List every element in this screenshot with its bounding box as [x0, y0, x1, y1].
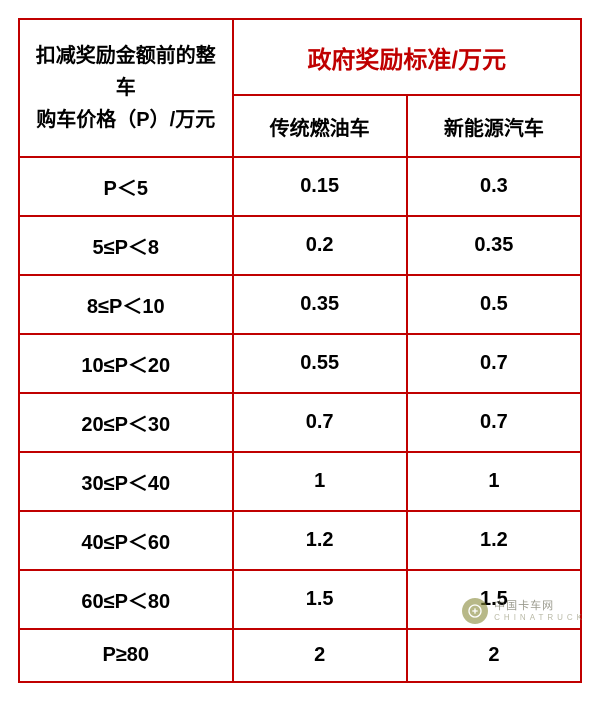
table-row: 30≤P＜4011: [19, 452, 581, 511]
nev-reward-cell: 1.5: [407, 570, 581, 629]
fuel-reward-cell: 1.2: [233, 511, 407, 570]
table-row: P＜50.150.3: [19, 157, 581, 216]
table-row: 5≤P＜80.20.35: [19, 216, 581, 275]
price-range-cell: 8≤P＜10: [19, 275, 233, 334]
nev-reward-cell: 0.7: [407, 334, 581, 393]
nev-reward-cell: 2: [407, 629, 581, 682]
reward-table: 扣减奖励金额前的整车 购车价格（P）/万元 政府奖励标准/万元 传统燃油车 新能…: [18, 18, 582, 683]
price-range-cell: P＜5: [19, 157, 233, 216]
table-row: 20≤P＜300.70.7: [19, 393, 581, 452]
price-header-line2: 购车价格（P）/万元: [36, 109, 215, 131]
nev-reward-cell: 1: [407, 452, 581, 511]
fuel-reward-cell: 1.5: [233, 570, 407, 629]
price-range-cell: 5≤P＜8: [19, 216, 233, 275]
table-row: 10≤P＜200.550.7: [19, 334, 581, 393]
fuel-reward-cell: 2: [233, 629, 407, 682]
fuel-reward-cell: 0.2: [233, 216, 407, 275]
price-header-line1: 扣减奖励金额前的整车: [36, 45, 216, 99]
fuel-vehicle-header: 传统燃油车: [233, 95, 407, 157]
table-header-row-1: 扣减奖励金额前的整车 购车价格（P）/万元 政府奖励标准/万元: [19, 19, 581, 95]
price-range-cell: 30≤P＜40: [19, 452, 233, 511]
reward-table-container: 扣减奖励金额前的整车 购车价格（P）/万元 政府奖励标准/万元 传统燃油车 新能…: [0, 0, 600, 701]
reward-standard-header: 政府奖励标准/万元: [233, 19, 581, 95]
fuel-reward-cell: 1: [233, 452, 407, 511]
reward-table-body: P＜50.150.35≤P＜80.20.358≤P＜100.350.510≤P＜…: [19, 157, 581, 682]
table-row: 8≤P＜100.350.5: [19, 275, 581, 334]
fuel-reward-cell: 0.15: [233, 157, 407, 216]
table-row: 60≤P＜801.51.5: [19, 570, 581, 629]
price-range-cell: P≥80: [19, 629, 233, 682]
price-range-cell: 20≤P＜30: [19, 393, 233, 452]
table-row: P≥8022: [19, 629, 581, 682]
price-range-cell: 60≤P＜80: [19, 570, 233, 629]
fuel-reward-cell: 0.7: [233, 393, 407, 452]
nev-vehicle-header: 新能源汽车: [407, 95, 581, 157]
nev-reward-cell: 0.7: [407, 393, 581, 452]
fuel-reward-cell: 0.55: [233, 334, 407, 393]
nev-reward-cell: 1.2: [407, 511, 581, 570]
price-range-header: 扣减奖励金额前的整车 购车价格（P）/万元: [19, 19, 233, 157]
price-range-cell: 10≤P＜20: [19, 334, 233, 393]
nev-reward-cell: 0.5: [407, 275, 581, 334]
nev-reward-cell: 0.35: [407, 216, 581, 275]
nev-reward-cell: 0.3: [407, 157, 581, 216]
price-range-cell: 40≤P＜60: [19, 511, 233, 570]
table-row: 40≤P＜601.21.2: [19, 511, 581, 570]
fuel-reward-cell: 0.35: [233, 275, 407, 334]
